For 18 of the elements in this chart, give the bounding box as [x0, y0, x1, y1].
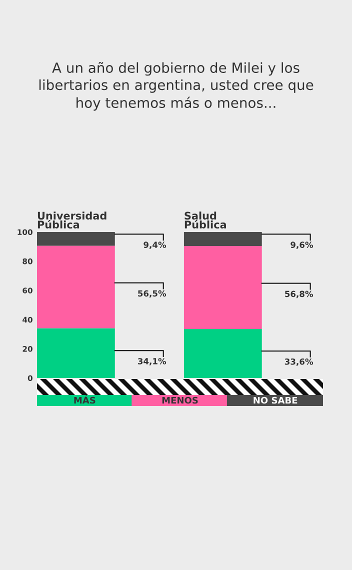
bar	[37, 328, 115, 378]
bar	[184, 246, 262, 329]
x-tick-label: Universidad Pública	[38, 212, 106, 229]
data-label: 33,6%	[284, 358, 314, 366]
x-tick-label: Salud Pública	[184, 212, 226, 229]
data-label: 9,4%	[144, 242, 166, 250]
bar	[184, 328, 262, 378]
bar	[37, 246, 115, 328]
chart-title: A un año del gobierno de Milei y los libertarios en argentina, usted cree que hoy tenemos más o menos...	[39, 62, 314, 111]
data-label: 56,8%	[285, 290, 314, 298]
data-label: 34,1%	[138, 358, 166, 366]
text: MENOS	[162, 396, 198, 404]
data-label: 9,6%	[290, 242, 314, 250]
bar	[37, 232, 115, 246]
series-label: MÁS	[74, 395, 96, 404]
text: NO SABE	[254, 396, 298, 404]
data-label: 56,5%	[138, 290, 166, 298]
bar	[184, 232, 262, 246]
